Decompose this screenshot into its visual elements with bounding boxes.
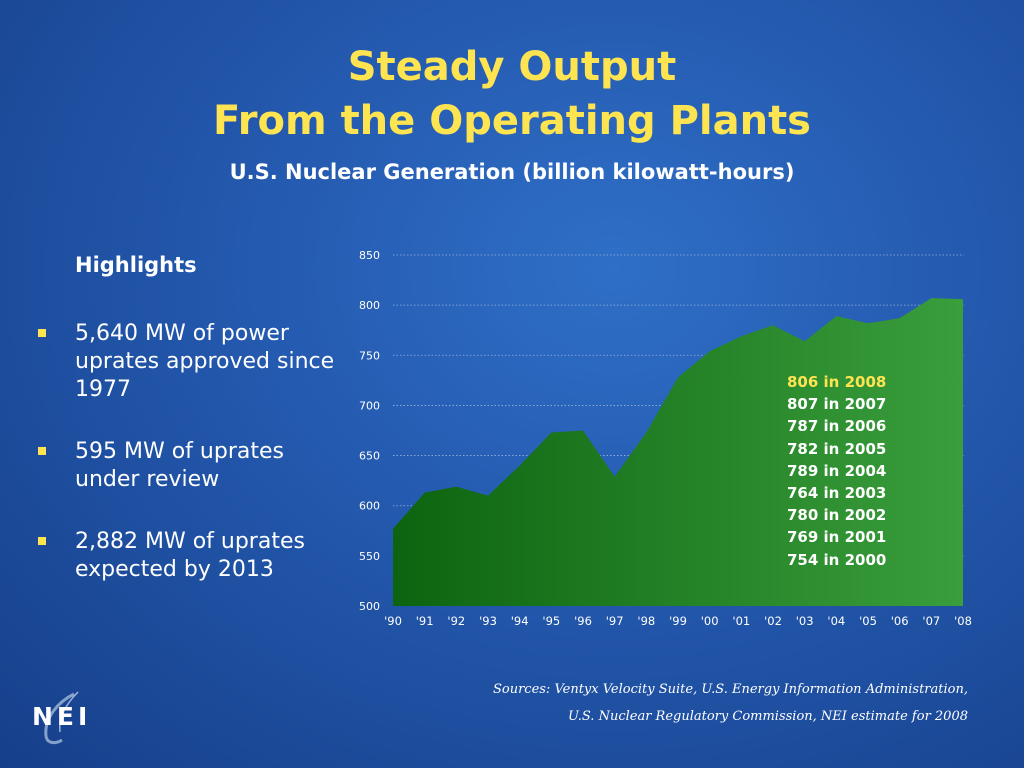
x-tick-label: '99: [669, 614, 687, 628]
x-tick-label: '95: [542, 614, 560, 628]
x-tick-label: '98: [637, 614, 655, 628]
annotation-2004: 789 in 2004: [787, 461, 887, 480]
x-tick-label: '01: [732, 614, 750, 628]
annotation-2002: 780 in 2002: [787, 506, 887, 525]
y-tick-label: 650: [359, 450, 380, 463]
annual-values-annotation: 806 in 2008 807 in 2007 787 in 2006 782 …: [787, 371, 886, 571]
x-tick-label: '92: [447, 614, 465, 628]
sources-line2: U.S. Nuclear Regulatory Commission, NEI …: [567, 709, 968, 724]
annotation-2001: 769 in 2001: [787, 528, 887, 547]
y-tick-label: 800: [359, 299, 380, 312]
annotation-2006: 787 in 2006: [787, 417, 887, 436]
highlights-heading: Highlights: [75, 253, 197, 277]
sources-line1: Sources: Ventyx Velocity Suite, U.S. Ene…: [492, 682, 968, 697]
generation-area-chart: 500 550 600 650 700 750 800 850 '90 '91 '92 '93 '94 '…: [359, 249, 972, 628]
x-tick-label: '90: [384, 614, 402, 628]
highlight-text: 595 MW of uprates under review: [75, 439, 284, 492]
y-tick-label: 550: [359, 550, 380, 563]
nei-logo-icon: [44, 691, 79, 745]
highlight-text: 2,882 MW of uprates expected by 2013: [75, 529, 305, 582]
x-tick-label: '97: [606, 614, 624, 628]
x-tick-label: '05: [859, 614, 877, 628]
annotation-2003: 764 in 2003: [787, 484, 887, 503]
x-tick-label: '06: [891, 614, 909, 628]
bullet-marker: [38, 537, 46, 545]
bullet-marker: [38, 447, 46, 455]
slide-title-line2: From the Operating Plants: [212, 98, 811, 144]
x-tick-label: '08: [954, 614, 972, 628]
x-tick-label: '94: [511, 614, 529, 628]
nei-logo-text: NEI: [32, 702, 92, 731]
annotation-2000: 754 in 2000: [787, 550, 887, 569]
x-tick-label: '02: [764, 614, 782, 628]
bullet-marker: [38, 329, 46, 337]
highlight-bullet: 595 MW of uprates under review: [38, 438, 338, 494]
highlights-list: 5,640 MW of power uprates approved since…: [38, 320, 338, 618]
y-tick-label: 700: [359, 399, 380, 412]
y-tick-label: 600: [359, 500, 380, 513]
x-tick-label: '93: [479, 614, 497, 628]
annotation-2007: 807 in 2007: [787, 395, 887, 414]
x-tick-label: '96: [574, 614, 592, 628]
x-tick-label: '07: [922, 614, 940, 628]
y-tick-label: 850: [359, 249, 380, 262]
x-tick-label: '04: [827, 614, 845, 628]
highlight-bullet: 5,640 MW of power uprates approved since…: [38, 320, 338, 404]
slide-title-line1: Steady Output: [347, 44, 677, 90]
x-tick-label: '03: [796, 614, 814, 628]
highlight-text: 5,640 MW of power uprates approved since…: [75, 321, 335, 402]
generation-area: [393, 298, 963, 606]
annotation-2005: 782 in 2005: [787, 439, 887, 458]
x-tick-label: '00: [701, 614, 719, 628]
x-tick-label: '91: [416, 614, 434, 628]
annotation-2008: 806 in 2008: [787, 373, 887, 391]
sources-note: Sources: Ventyx Velocity Suite, U.S. Ene…: [493, 676, 968, 730]
y-tick-label: 500: [359, 600, 380, 613]
slide-subtitle: U.S. Nuclear Generation (billion kilowat…: [229, 160, 795, 184]
y-tick-label: 750: [359, 349, 380, 362]
highlight-bullet: 2,882 MW of uprates expected by 2013: [38, 528, 338, 584]
